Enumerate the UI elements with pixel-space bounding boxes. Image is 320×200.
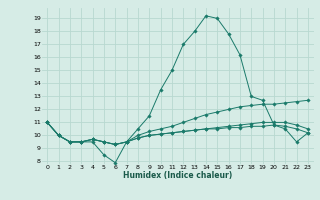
X-axis label: Humidex (Indice chaleur): Humidex (Indice chaleur) — [123, 171, 232, 180]
